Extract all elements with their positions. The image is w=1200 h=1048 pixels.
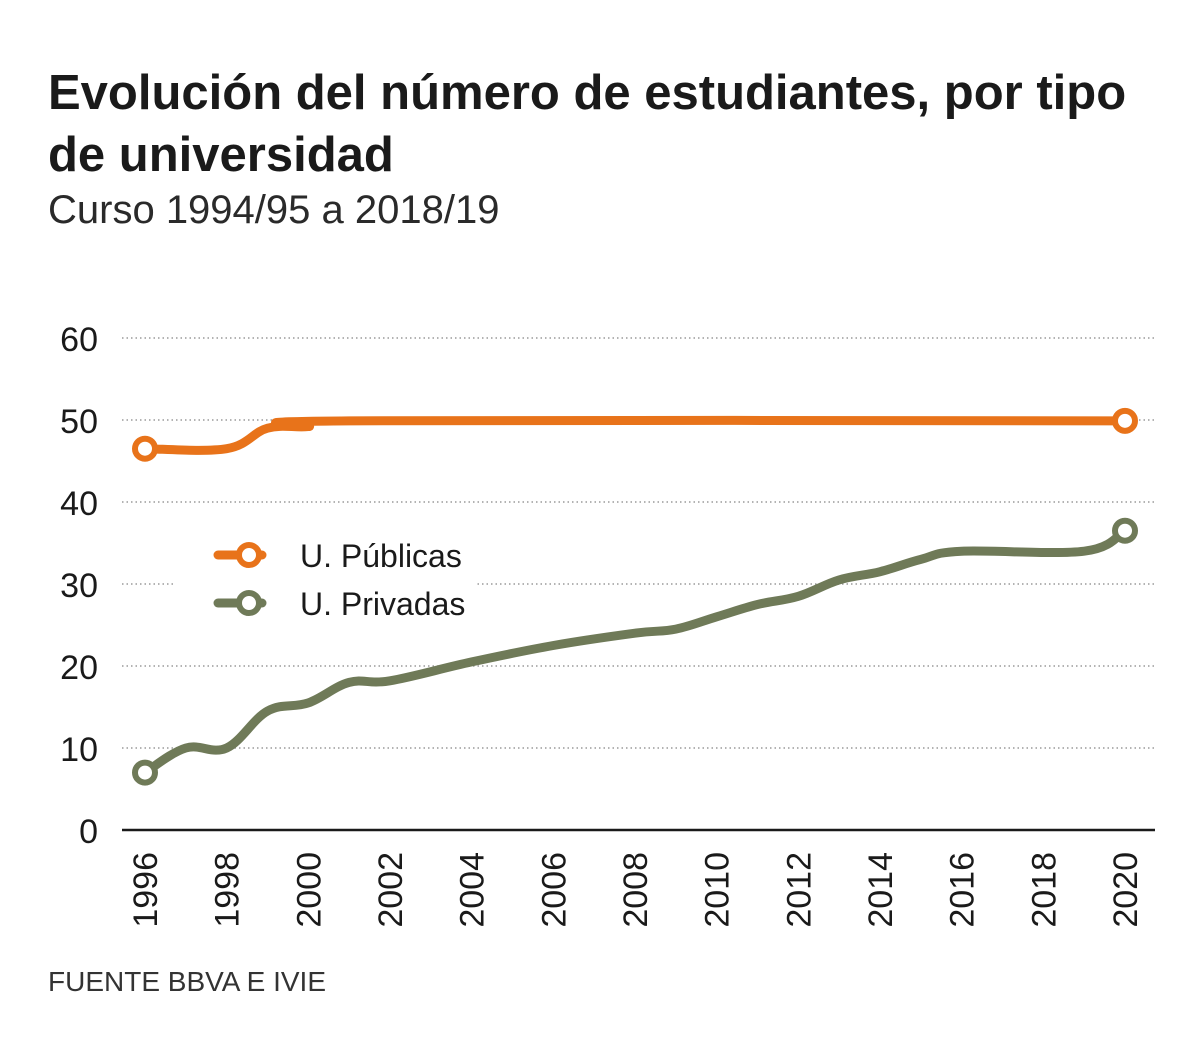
source-note: FUENTE BBVA E IVIE [48, 966, 327, 997]
x-tick-label: 2008 [617, 852, 655, 928]
x-tick-label: 2018 [1025, 852, 1063, 928]
x-tick-label: 2004 [454, 852, 492, 928]
y-tick-label: 50 [60, 403, 98, 441]
legend-swatch-marker [236, 542, 262, 568]
series-line-1 [140, 526, 1130, 778]
x-tick-label: 2020 [1107, 852, 1145, 928]
x-tick-label: 2012 [780, 852, 818, 928]
x-tick-label: 2016 [944, 852, 982, 928]
x-tick-label: 2014 [862, 852, 900, 928]
y-tick-label: 30 [60, 567, 98, 605]
chart-title: Evolución del número de estudiantes, por… [48, 66, 1127, 182]
y-tick-label: 10 [60, 731, 98, 769]
x-axis-tick-labels: 1996 1998 2000 2002 2004 2006 2008 2010 2012 2014… [127, 852, 1145, 928]
series-start-marker [132, 759, 158, 786]
x-tick-label: 2006 [535, 852, 573, 928]
y-tick-label: 20 [60, 649, 98, 687]
series-lines [132, 407, 1138, 786]
legend: U. Públicas U. Privadas [176, 524, 476, 624]
legend-swatch-marker [236, 590, 262, 616]
x-tick-label: 2000 [290, 852, 328, 928]
y-axis-tick-labels: 0 10 20 30 40 50 60 [60, 321, 98, 851]
x-tick-label: 1996 [127, 852, 165, 928]
y-tick-label: 0 [79, 813, 98, 851]
legend-label: U. Privadas [300, 586, 465, 622]
y-tick-label: 60 [60, 321, 98, 359]
legend-label: U. Públicas [300, 538, 462, 574]
x-tick-label: 2002 [372, 852, 410, 928]
chart-subtitle: Curso 1994/95 a 2018/19 [48, 188, 500, 232]
x-tick-label: 1998 [209, 852, 247, 928]
series-end-marker [1112, 407, 1138, 434]
series-end-marker [1112, 517, 1138, 544]
y-tick-label: 40 [60, 485, 98, 523]
x-tick-label: 2010 [699, 852, 737, 928]
series-line-0 [140, 415, 1130, 455]
series-start-marker [132, 435, 158, 462]
